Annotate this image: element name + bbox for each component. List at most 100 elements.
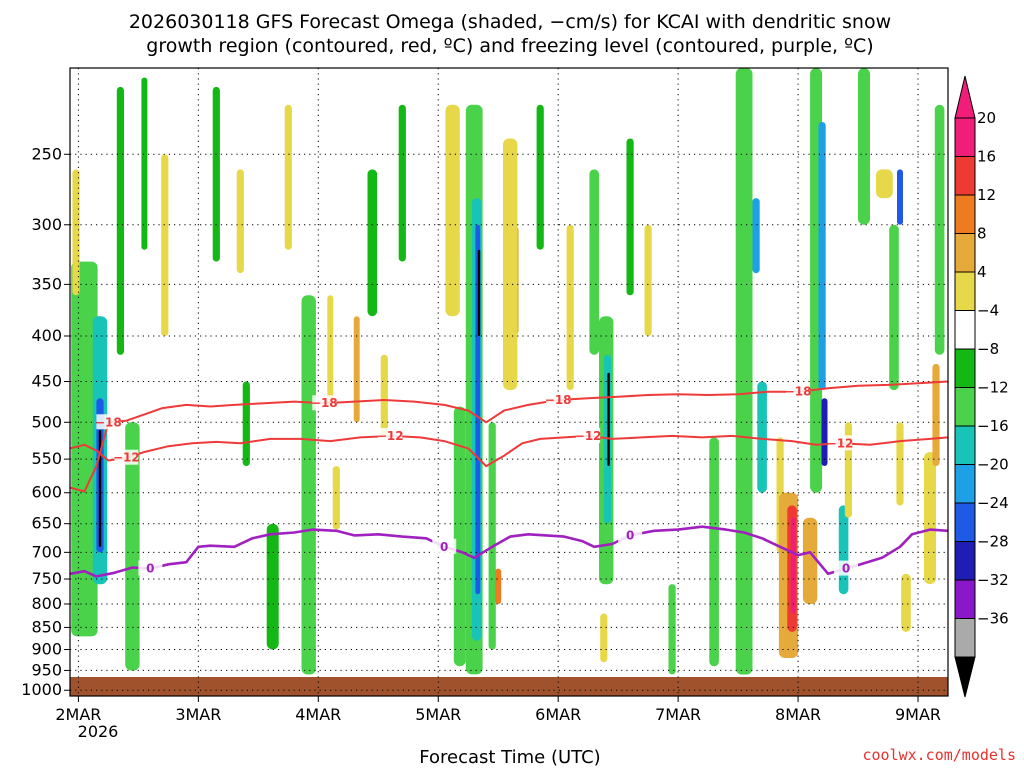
colorbar-swatch-13	[954, 618, 976, 658]
omega-region-59	[901, 573, 911, 632]
omega-region-48	[790, 517, 796, 614]
colorbar-swatch-12	[954, 579, 976, 619]
omega-region-31	[536, 104, 544, 250]
colorbar-label-0: 20	[977, 109, 996, 127]
ground-terrain	[70, 677, 948, 696]
colorbar-swatch-8	[954, 425, 976, 465]
colorbar-swatch-2	[954, 194, 976, 234]
freezing-level-contour-label-bg-1	[432, 538, 457, 554]
colorbar-swatch-7	[954, 387, 976, 427]
y-tick-label-400: 400	[31, 326, 62, 345]
dendritic-contour-minus18	[70, 380, 948, 493]
omega-region-40	[668, 584, 676, 675]
dendritic-contour-minus12-label-2: −12	[575, 429, 602, 443]
omega-region-12	[266, 523, 279, 650]
chart-title-line1: 2026030118 GFS Forecast Omega (shaded, −…	[129, 11, 891, 33]
dendritic-contour-minus18-label-0: −18	[95, 415, 122, 429]
y-tick-label-1000: 1000	[21, 680, 62, 699]
colorbar-swatch-3	[954, 233, 976, 273]
omega-region-63	[934, 104, 945, 355]
x-axis: 2MAR 3MAR 4MAR 5MAR 6MAR 7MAR 8MAR 9MAR	[55, 696, 941, 724]
freezing-level-contour-label-bg-3	[834, 560, 859, 576]
omega-region-9	[212, 86, 220, 262]
colorbar-top-arrow	[954, 75, 976, 119]
colorbar-swatch-5	[954, 310, 976, 350]
omega-region-7	[72, 169, 80, 296]
colorbar: 20 16 12 8 4 −4 −8 −12 −16 −20 −24 −28 −32 −36	[954, 75, 1009, 698]
freezing-level-contour-label-2: 0	[626, 528, 634, 542]
omega-region-20	[398, 104, 406, 262]
colorbar-swatch-11	[954, 541, 976, 581]
y-tick-label-300: 300	[31, 215, 62, 234]
omega-region-38	[626, 138, 634, 296]
x-tick-label-9MAR: 9MAR	[895, 705, 941, 724]
credit-text: coolwx.com/models	[862, 746, 1016, 764]
omega-region-18	[367, 169, 378, 317]
dendritic-contour-minus18-label-3: −18	[785, 385, 812, 399]
omega-region-14	[301, 295, 316, 675]
x-tick-label-3MAR: 3MAR	[175, 705, 221, 724]
y-tick-label-500: 500	[31, 412, 62, 431]
y-tick-label-350: 350	[31, 274, 62, 293]
omega-region-37	[600, 613, 608, 663]
x-tick-label-6MAR: 6MAR	[535, 705, 581, 724]
dendritic-contour-minus12-label-bg-1	[378, 427, 403, 443]
omega-region-6	[141, 77, 148, 250]
omega-shading	[71, 68, 945, 675]
y-tick-label-550: 550	[31, 449, 62, 468]
x-tick-label-4MAR: 4MAR	[295, 705, 341, 724]
omega-region-36	[607, 372, 610, 466]
colorbar-swatch-1	[954, 156, 976, 196]
dendritic-contour-minus18-label-bg-2	[546, 391, 571, 407]
colorbar-label-5: −4	[977, 302, 999, 320]
x-tick-label-2MAR: 2MAR	[55, 705, 101, 724]
dendritic-contour-minus12-label-bg-0	[114, 449, 139, 465]
omega-region-5	[116, 86, 124, 355]
y-tick-label-650: 650	[31, 514, 62, 533]
omega-region-58	[896, 422, 904, 506]
dendritic-contour-minus12-label-bg-2	[576, 427, 601, 443]
omega-region-16	[332, 466, 340, 530]
colorbar-label-1: 16	[977, 148, 996, 166]
dendritic-contour-minus12-label-0: −12	[113, 451, 140, 465]
colorbar-label-6: −8	[977, 340, 999, 358]
dendritic-contour-minus18-label-1: −18	[311, 396, 338, 410]
omega-region-51	[818, 122, 826, 390]
freezing-level-contour-label-1: 0	[440, 540, 448, 554]
dendritic-contour-minus12-label-3: −12	[827, 436, 854, 450]
freezing-level-contour-label-0: 0	[146, 562, 154, 576]
omega-region-10	[236, 169, 244, 274]
omega-region-53	[838, 505, 849, 595]
dendritic-contour-minus12-label-bg-3	[828, 435, 853, 451]
omega-region-17	[353, 316, 360, 423]
omega-region-55	[858, 68, 870, 225]
y-tick-label-950: 950	[31, 660, 62, 679]
omega-region-57	[889, 224, 899, 391]
freezing-level-contour-label-bg-2	[618, 527, 643, 543]
x-tick-label-8MAR: 8MAR	[775, 705, 821, 724]
omega-region-43	[752, 198, 760, 274]
y-axis: 250 300 350 400 450 500 550 600 650 700 750 800 850 9…	[21, 144, 70, 699]
omega-region-49	[802, 517, 818, 604]
omega-region-4	[125, 422, 140, 671]
freezing-level-contour-label-bg-0	[138, 560, 163, 576]
omega-region-13	[284, 104, 292, 250]
colorbar-label-13: −36	[977, 610, 1009, 628]
colorbar-swatch-10	[954, 502, 976, 542]
y-tick-label-700: 700	[31, 542, 62, 561]
contours: −12 −12 −12 −12 −18 −18 −18 −18 0 0 0 0	[70, 380, 948, 578]
omega-region-32	[566, 224, 574, 391]
dendritic-contour-minus18-label-2: −18	[545, 393, 572, 407]
y-tick-label-600: 600	[31, 483, 62, 502]
omega-region-21	[445, 104, 460, 317]
x-axis-label: Forecast Time (UTC)	[419, 747, 600, 768]
omega-region-28	[495, 568, 502, 604]
colorbar-label-4: 4	[977, 263, 987, 281]
colorbar-label-3: 8	[977, 225, 987, 243]
x-sublabel-year: 2026	[78, 722, 119, 741]
y-tick-label-250: 250	[31, 144, 62, 163]
y-tick-label-850: 850	[31, 617, 62, 636]
dendritic-contour-minus12-label-1: −12	[377, 429, 404, 443]
omega-region-19	[380, 354, 388, 438]
